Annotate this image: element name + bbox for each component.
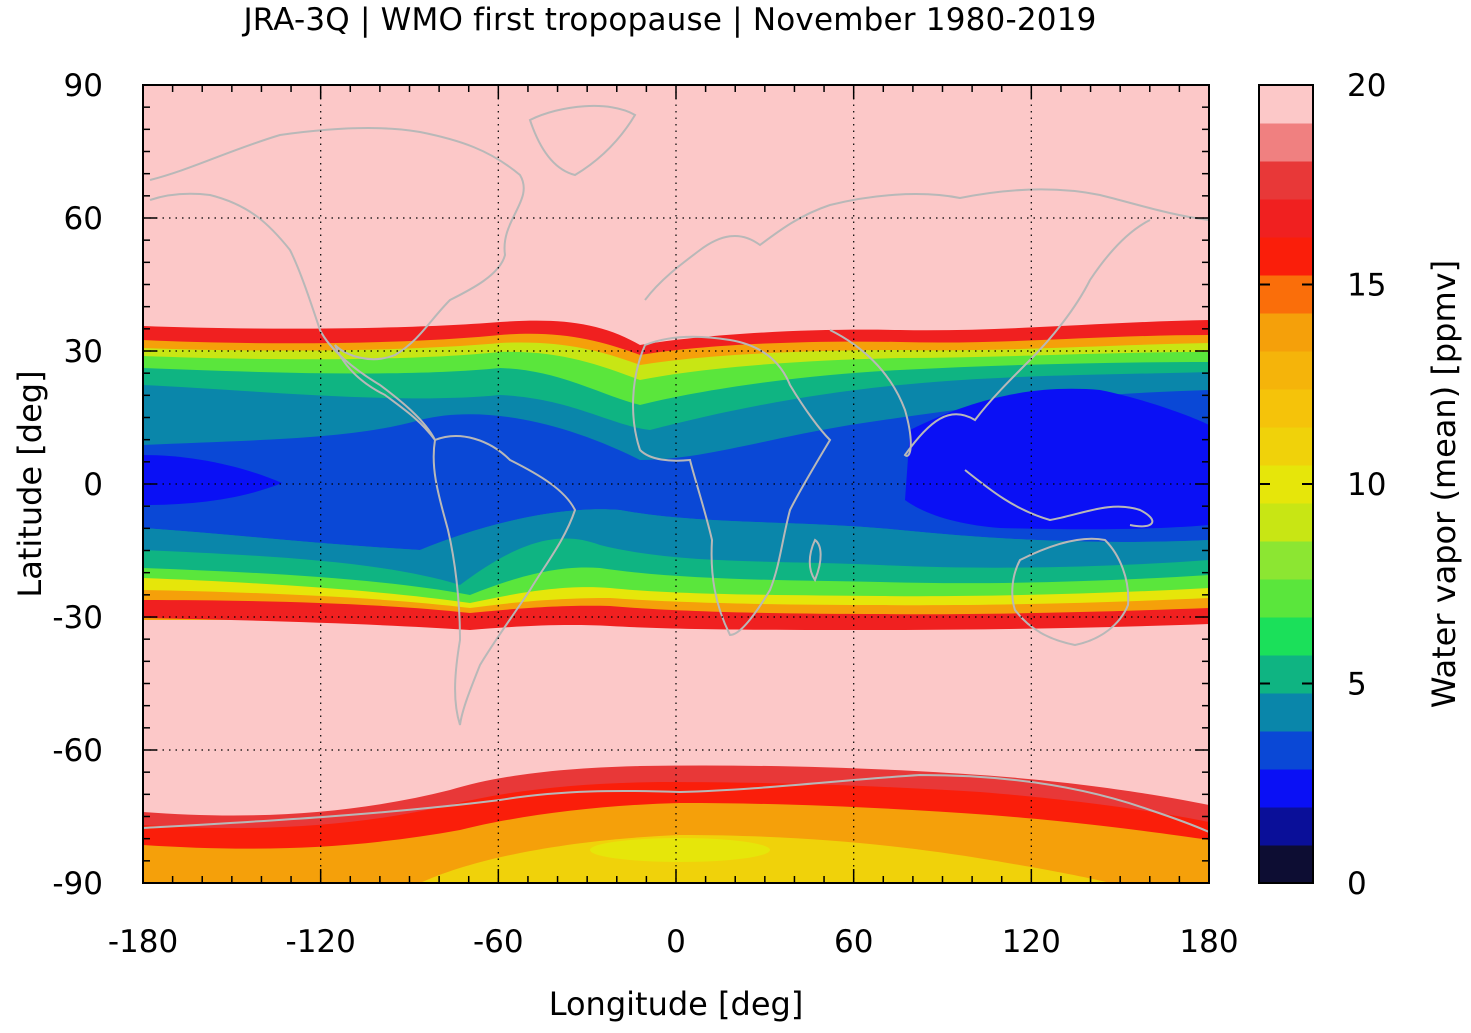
colorbar-step bbox=[1259, 845, 1313, 884]
water-vapor-field bbox=[143, 85, 1209, 883]
x-tick-label: 0 bbox=[666, 924, 686, 960]
colorbar-step bbox=[1259, 85, 1313, 124]
colorbar-tick-label: 20 bbox=[1347, 68, 1386, 104]
x-tick-label: -180 bbox=[108, 924, 178, 960]
colorbar-step bbox=[1259, 199, 1313, 238]
colorbar-step bbox=[1259, 237, 1313, 276]
coast-asia bbox=[829, 219, 1151, 457]
colorbar-tick-label: 0 bbox=[1347, 866, 1367, 902]
y-tick-label: -90 bbox=[52, 866, 103, 902]
colorbar-step bbox=[1259, 655, 1313, 694]
colorbar-step bbox=[1259, 427, 1313, 466]
colorbar-tick-labels: 20 15 10 5 0 bbox=[1347, 68, 1386, 902]
colorbar-step bbox=[1259, 389, 1313, 428]
coast-europe bbox=[644, 188, 1209, 301]
colorbar-step bbox=[1259, 731, 1313, 770]
x-tick-label: 60 bbox=[834, 924, 873, 960]
coast-greenland bbox=[528, 105, 637, 177]
colorbar-step bbox=[1259, 807, 1313, 846]
colorbar-step bbox=[1259, 617, 1313, 656]
coast-madagascar bbox=[808, 538, 822, 583]
antarctic-yellow-core bbox=[590, 838, 770, 862]
coast-antarctica bbox=[143, 773, 1209, 833]
colorbar-ticks bbox=[1259, 84, 1313, 884]
colorbar-step bbox=[1259, 123, 1313, 162]
band-south-red bbox=[143, 600, 1209, 630]
colorbar-step bbox=[1259, 693, 1313, 732]
antarctic-yellow bbox=[420, 835, 1110, 883]
colorbar-step bbox=[1259, 541, 1313, 580]
grid bbox=[143, 85, 1209, 883]
x-tick-label: 120 bbox=[1002, 924, 1061, 960]
coastlines bbox=[143, 105, 1209, 833]
axis-ticks bbox=[142, 84, 1210, 884]
y-tick-label: 60 bbox=[64, 201, 103, 237]
y-tick-label: -30 bbox=[52, 600, 103, 636]
coast-north-america bbox=[149, 127, 525, 441]
chart-title: JRA-3Q | WMO first tropopause | November… bbox=[243, 2, 1097, 38]
tropical-minimum-east-pacific bbox=[143, 455, 282, 505]
colorbar-step bbox=[1259, 275, 1313, 314]
coast-africa bbox=[632, 335, 832, 637]
coast-australia bbox=[1011, 537, 1130, 647]
y-tick-label: 0 bbox=[83, 467, 103, 503]
x-tick-label: 180 bbox=[1179, 924, 1238, 960]
coast-indonesia bbox=[964, 469, 1154, 528]
colorbar-tick-label: 5 bbox=[1347, 667, 1367, 703]
colorbar-step bbox=[1259, 769, 1313, 808]
x-tick-label: -120 bbox=[286, 924, 356, 960]
colorbar-step bbox=[1259, 351, 1313, 390]
colorbar-tick-label: 10 bbox=[1347, 467, 1386, 503]
y-axis-label: Latitude [deg] bbox=[11, 370, 49, 597]
colorbar-step bbox=[1259, 313, 1313, 352]
x-tick-labels: -180 -120 -60 0 60 120 180 bbox=[108, 924, 1239, 960]
x-axis-label: Longitude [deg] bbox=[549, 985, 804, 1023]
tropical-minimum bbox=[905, 388, 1209, 530]
y-tick-label: -60 bbox=[52, 733, 103, 769]
y-tick-label: 90 bbox=[64, 68, 103, 104]
colorbar-step bbox=[1259, 503, 1313, 542]
colorbar-step bbox=[1259, 161, 1313, 200]
colorbar-label: Water vapor (mean) [ppmv] bbox=[1425, 260, 1463, 708]
colorbar-tick-label: 15 bbox=[1347, 268, 1386, 304]
y-tick-labels: 90 60 30 0 -30 -60 -90 bbox=[52, 68, 103, 902]
x-tick-label: -60 bbox=[473, 924, 524, 960]
colorbar-step bbox=[1259, 579, 1313, 618]
y-tick-label: 30 bbox=[64, 334, 103, 370]
coast-south-america bbox=[432, 435, 577, 726]
